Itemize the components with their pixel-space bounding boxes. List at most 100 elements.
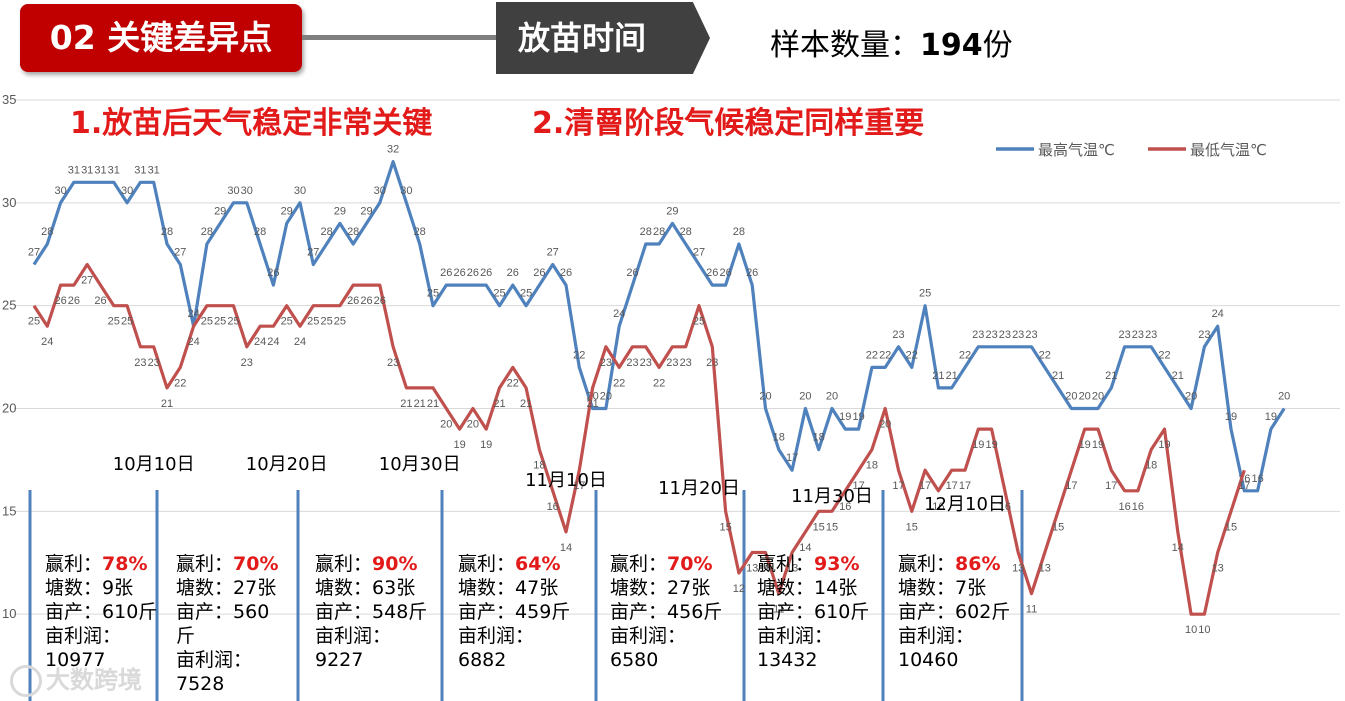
pond-count: 塘数：14张 [757,576,897,600]
data-label: 31 [134,164,146,176]
legend-label: 最高气温℃ [1038,141,1115,159]
data-label: 25 [307,316,319,328]
profit-rate: 赢利：70% [610,552,750,576]
rate-value: 90% [372,553,418,575]
data-label: 31 [148,164,160,176]
data-label: 14 [1172,542,1184,554]
rate-value: 93% [814,553,860,575]
data-label: 23 [148,357,160,369]
data-label: 29 [666,205,678,217]
x-date-label: 11月20日 [658,478,740,499]
data-label: 23 [680,357,692,369]
profit-rate: 赢利：70% [176,552,288,576]
data-label: 21 [414,398,426,410]
x-date-label: 10月20日 [246,454,328,475]
y-tick-label: 35 [2,92,16,107]
data-label: 21 [427,398,439,410]
data-label: 17 [1105,480,1117,492]
data-label: 26 [94,295,106,307]
data-label: 20 [799,391,811,403]
data-label: 21 [1172,370,1184,382]
data-label: 32 [387,144,399,156]
yield-label: 亩产： [610,601,668,623]
data-label: 15 [813,521,825,533]
data-label: 25 [693,316,705,328]
data-label: 21 [400,398,412,410]
data-label: 24 [187,308,199,320]
data-label: 18 [773,432,785,444]
data-label: 26 [360,295,372,307]
data-label: 19 [1158,439,1170,451]
sample-label: 样本数量： [770,28,920,63]
stats-block: 赢利：70% 塘数：27张 亩产：456斤 亩利润： 6580 [610,552,750,672]
profit-per-mu-value: 10460 [898,649,959,671]
ponds-label: 塘数： [45,577,103,599]
yield-value: 610斤 [814,601,870,623]
data-label: 25 [28,316,40,328]
data-label: 10 [1198,624,1210,636]
data-label: 22 [573,349,585,361]
data-label: 28 [201,226,213,238]
data-label: 30 [400,185,412,197]
data-label: 26 [267,267,279,279]
data-label: 30 [54,185,66,197]
rate-label: 赢利： [610,553,668,575]
data-label: 26 [68,295,80,307]
data-label: 28 [414,226,426,238]
y-tick-label: 10 [2,606,16,621]
ponds-value: 47张 [515,577,559,599]
data-label: 23 [241,357,253,369]
data-label: 18 [813,432,825,444]
rate-value: 70% [233,553,279,575]
data-label: 25 [320,316,332,328]
data-label: 29 [214,205,226,217]
data-label: 10 [1185,624,1197,636]
rate-label: 赢利： [458,553,516,575]
data-label: 15 [906,521,918,533]
yield-value: 610斤 [102,601,158,623]
data-label: 21 [1105,370,1117,382]
data-label: 13 [1212,562,1224,574]
data-label: 12 [733,583,745,595]
data-label: 28 [653,226,665,238]
data-label: 13 [746,562,758,574]
data-label: 23 [972,329,984,341]
ponds-label: 塘数： [458,577,516,599]
data-label: 23 [387,357,399,369]
yield-label: 亩产： [458,601,516,623]
data-label: 20 [1065,391,1077,403]
data-label: 26 [746,267,758,279]
ponds-value: 14张 [814,577,858,599]
data-label: 16 [1251,473,1263,485]
data-label: 23 [1012,329,1024,341]
y-tick-label: 25 [2,298,16,313]
data-label: 31 [81,164,93,176]
data-label: 14 [560,542,572,554]
data-label: 28 [347,226,359,238]
pond-count: 塘数：27张 [176,576,288,600]
profit-per-mu-value: 6580 [610,649,659,671]
rate-label: 赢利： [898,553,956,575]
data-label: 20 [440,419,452,431]
data-label: 21 [520,398,532,410]
y-tick-label: 15 [2,503,16,518]
ponds-value: 9张 [102,577,134,599]
stats-block: 赢利：78% 塘数：9张 亩产：610斤 亩利润： 10977 [45,552,185,672]
data-label: 27 [307,247,319,259]
data-label: 30 [374,185,386,197]
yield-value: 456斤 [667,601,723,623]
data-label: 22 [1158,349,1170,361]
data-label: 23 [706,357,718,369]
data-label: 19 [972,439,984,451]
data-label: 29 [334,205,346,217]
data-label: 28 [680,226,692,238]
data-label: 19 [1225,411,1237,423]
data-label: 15 [1225,521,1237,533]
yield-value: 548斤 [372,601,428,623]
data-label: 19 [1092,439,1104,451]
yield-label: 亩产： [757,601,815,623]
data-label: 31 [94,164,106,176]
data-label: 23 [892,329,904,341]
data-label: 22 [906,349,918,361]
yield-value: 459斤 [515,601,571,623]
